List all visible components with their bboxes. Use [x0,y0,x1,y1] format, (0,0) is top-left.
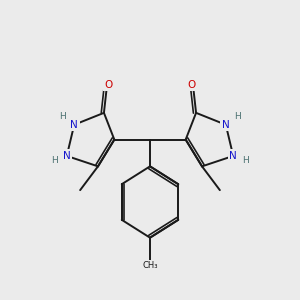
Text: N: N [70,120,78,130]
Text: H: H [242,156,249,165]
Text: O: O [104,80,112,90]
Text: H: H [59,112,66,121]
Text: H: H [234,112,241,121]
Text: CH₃: CH₃ [142,261,158,270]
Text: N: N [222,120,230,130]
Text: N: N [229,151,237,161]
Text: N: N [63,151,71,161]
Text: H: H [51,156,58,165]
Text: O: O [188,80,196,90]
